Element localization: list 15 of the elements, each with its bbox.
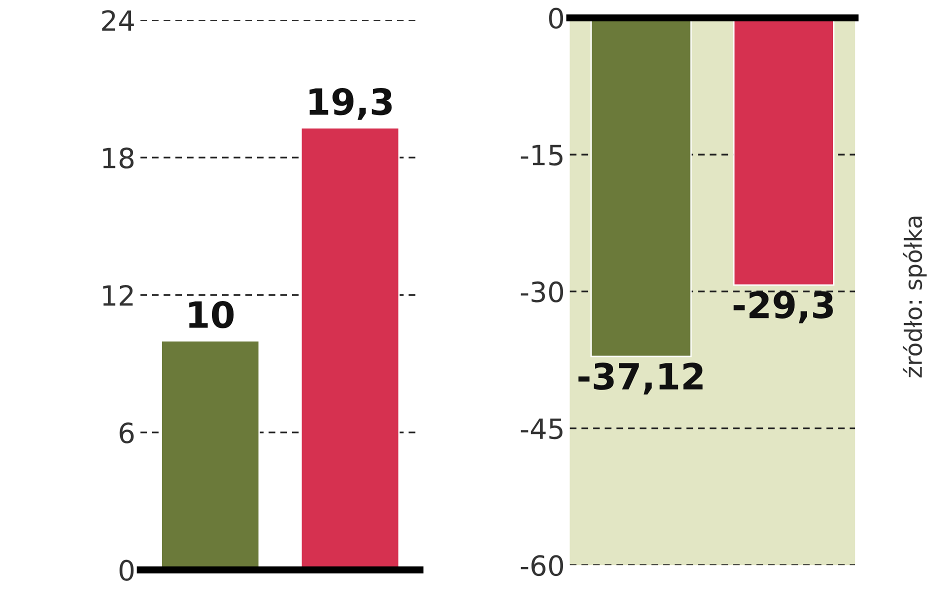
y-tick-label: -30	[520, 281, 564, 302]
y-tick-label: 6	[120, 422, 134, 444]
text: źródło: spółka	[902, 216, 927, 378]
y-tick-label: -15	[520, 144, 562, 166]
y-tick-label: 24	[102, 10, 134, 31]
data-label: 19,3	[310, 88, 392, 120]
y-tick-label: 0	[120, 560, 134, 581]
y-tick-label: 0	[549, 8, 564, 29]
data-label: -37,12	[578, 362, 703, 395]
y-tick-label: -60	[520, 555, 564, 576]
y-tick-label: -45	[520, 418, 562, 440]
y-tick-label: 12	[103, 284, 133, 306]
data-label: 10	[189, 300, 234, 328]
data-label: -29,3	[734, 291, 833, 324]
y-tick-label: 18	[103, 148, 134, 169]
